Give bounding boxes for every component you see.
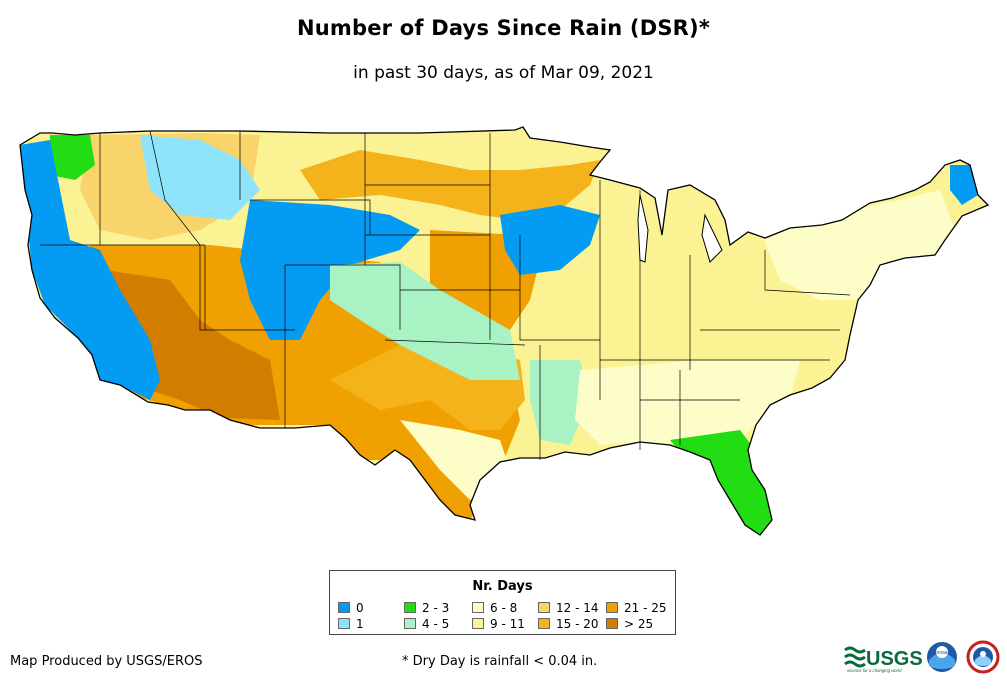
legend-label-3: 4 - 5 [422,617,450,631]
legend-item-2: 2 - 3 [404,602,449,616]
legend-label-9: > 25 [624,617,654,631]
usgs-logo-text: USGS [866,648,923,670]
zone-2-3-florida [670,430,772,535]
great-lakes [637,194,723,263]
zone-6-8-northeast [760,190,955,300]
legend-item-4: 6 - 8 [472,602,517,616]
rainfall-zones [20,127,988,535]
legend-swatch-2 [404,602,416,613]
legend-item-9: > 25 [606,618,653,632]
zone-0-midwest [500,205,600,275]
zone-0-maine [950,165,978,205]
legend-label-5: 9 - 11 [490,617,525,631]
legend-swatch-9 [606,618,618,629]
legend-item-0: 0 [338,602,364,616]
zone-0-west-coast [20,140,160,400]
usgs-tagline: science for a changing world [847,668,902,673]
legend-label-6: 12 - 14 [556,601,599,615]
noaa-logo-text: noaa [936,650,947,656]
legend-title: Nr. Days [472,579,533,594]
nws-logo [966,640,1000,674]
legend-label-8: 21 - 25 [624,601,667,615]
legend-label-1: 1 [356,617,364,631]
legend-swatch-7 [538,618,550,629]
legend-item-1: 1 [338,618,364,632]
legend-item-3: 4 - 5 [404,618,449,632]
legend-box: Nr. Days 0 1 2 - 3 4 - 5 6 - 8 9 - 11 12… [329,570,676,635]
zone-6-8-southeast [575,360,800,445]
dry-day-footnote: * Dry Day is rainfall < 0.04 in. [402,654,598,669]
legend-swatch-6 [538,602,550,613]
legend-swatch-5 [472,618,484,629]
legend-swatch-3 [404,618,416,629]
map-credit: Map Produced by USGS/EROS [10,654,203,669]
legend-swatch-8 [606,602,618,613]
legend-item-5: 9 - 11 [472,618,525,632]
state-borders [40,130,851,460]
zone-1-northwest [140,135,260,220]
zone-2-3-washington [50,135,95,180]
legend-item-7: 15 - 20 [538,618,599,632]
legend-item-8: 21 - 25 [606,602,667,616]
legend-label-4: 6 - 8 [490,601,518,615]
agency-logos: USGS science for a changing world noaa [844,640,1000,674]
legend-swatch-1 [338,618,350,629]
zone-4-5-louisiana [530,360,590,445]
legend-label-2: 2 - 3 [422,601,450,615]
zone-4-5-plains [330,262,520,380]
legend-swatch-0 [338,602,350,613]
legend-item-6: 12 - 14 [538,602,599,616]
map-subtitle: in past 30 days, as of Mar 09, 2021 [353,63,654,83]
legend-swatch-4 [472,602,484,613]
usgs-logo: USGS science for a changing world [844,646,923,673]
map-title: Number of Days Since Rain (DSR)* [296,16,711,40]
noaa-logo: noaa [927,642,957,672]
us-days-since-rain-map [19,126,989,536]
legend-label-7: 15 - 20 [556,617,599,631]
legend-label-0: 0 [356,601,364,615]
